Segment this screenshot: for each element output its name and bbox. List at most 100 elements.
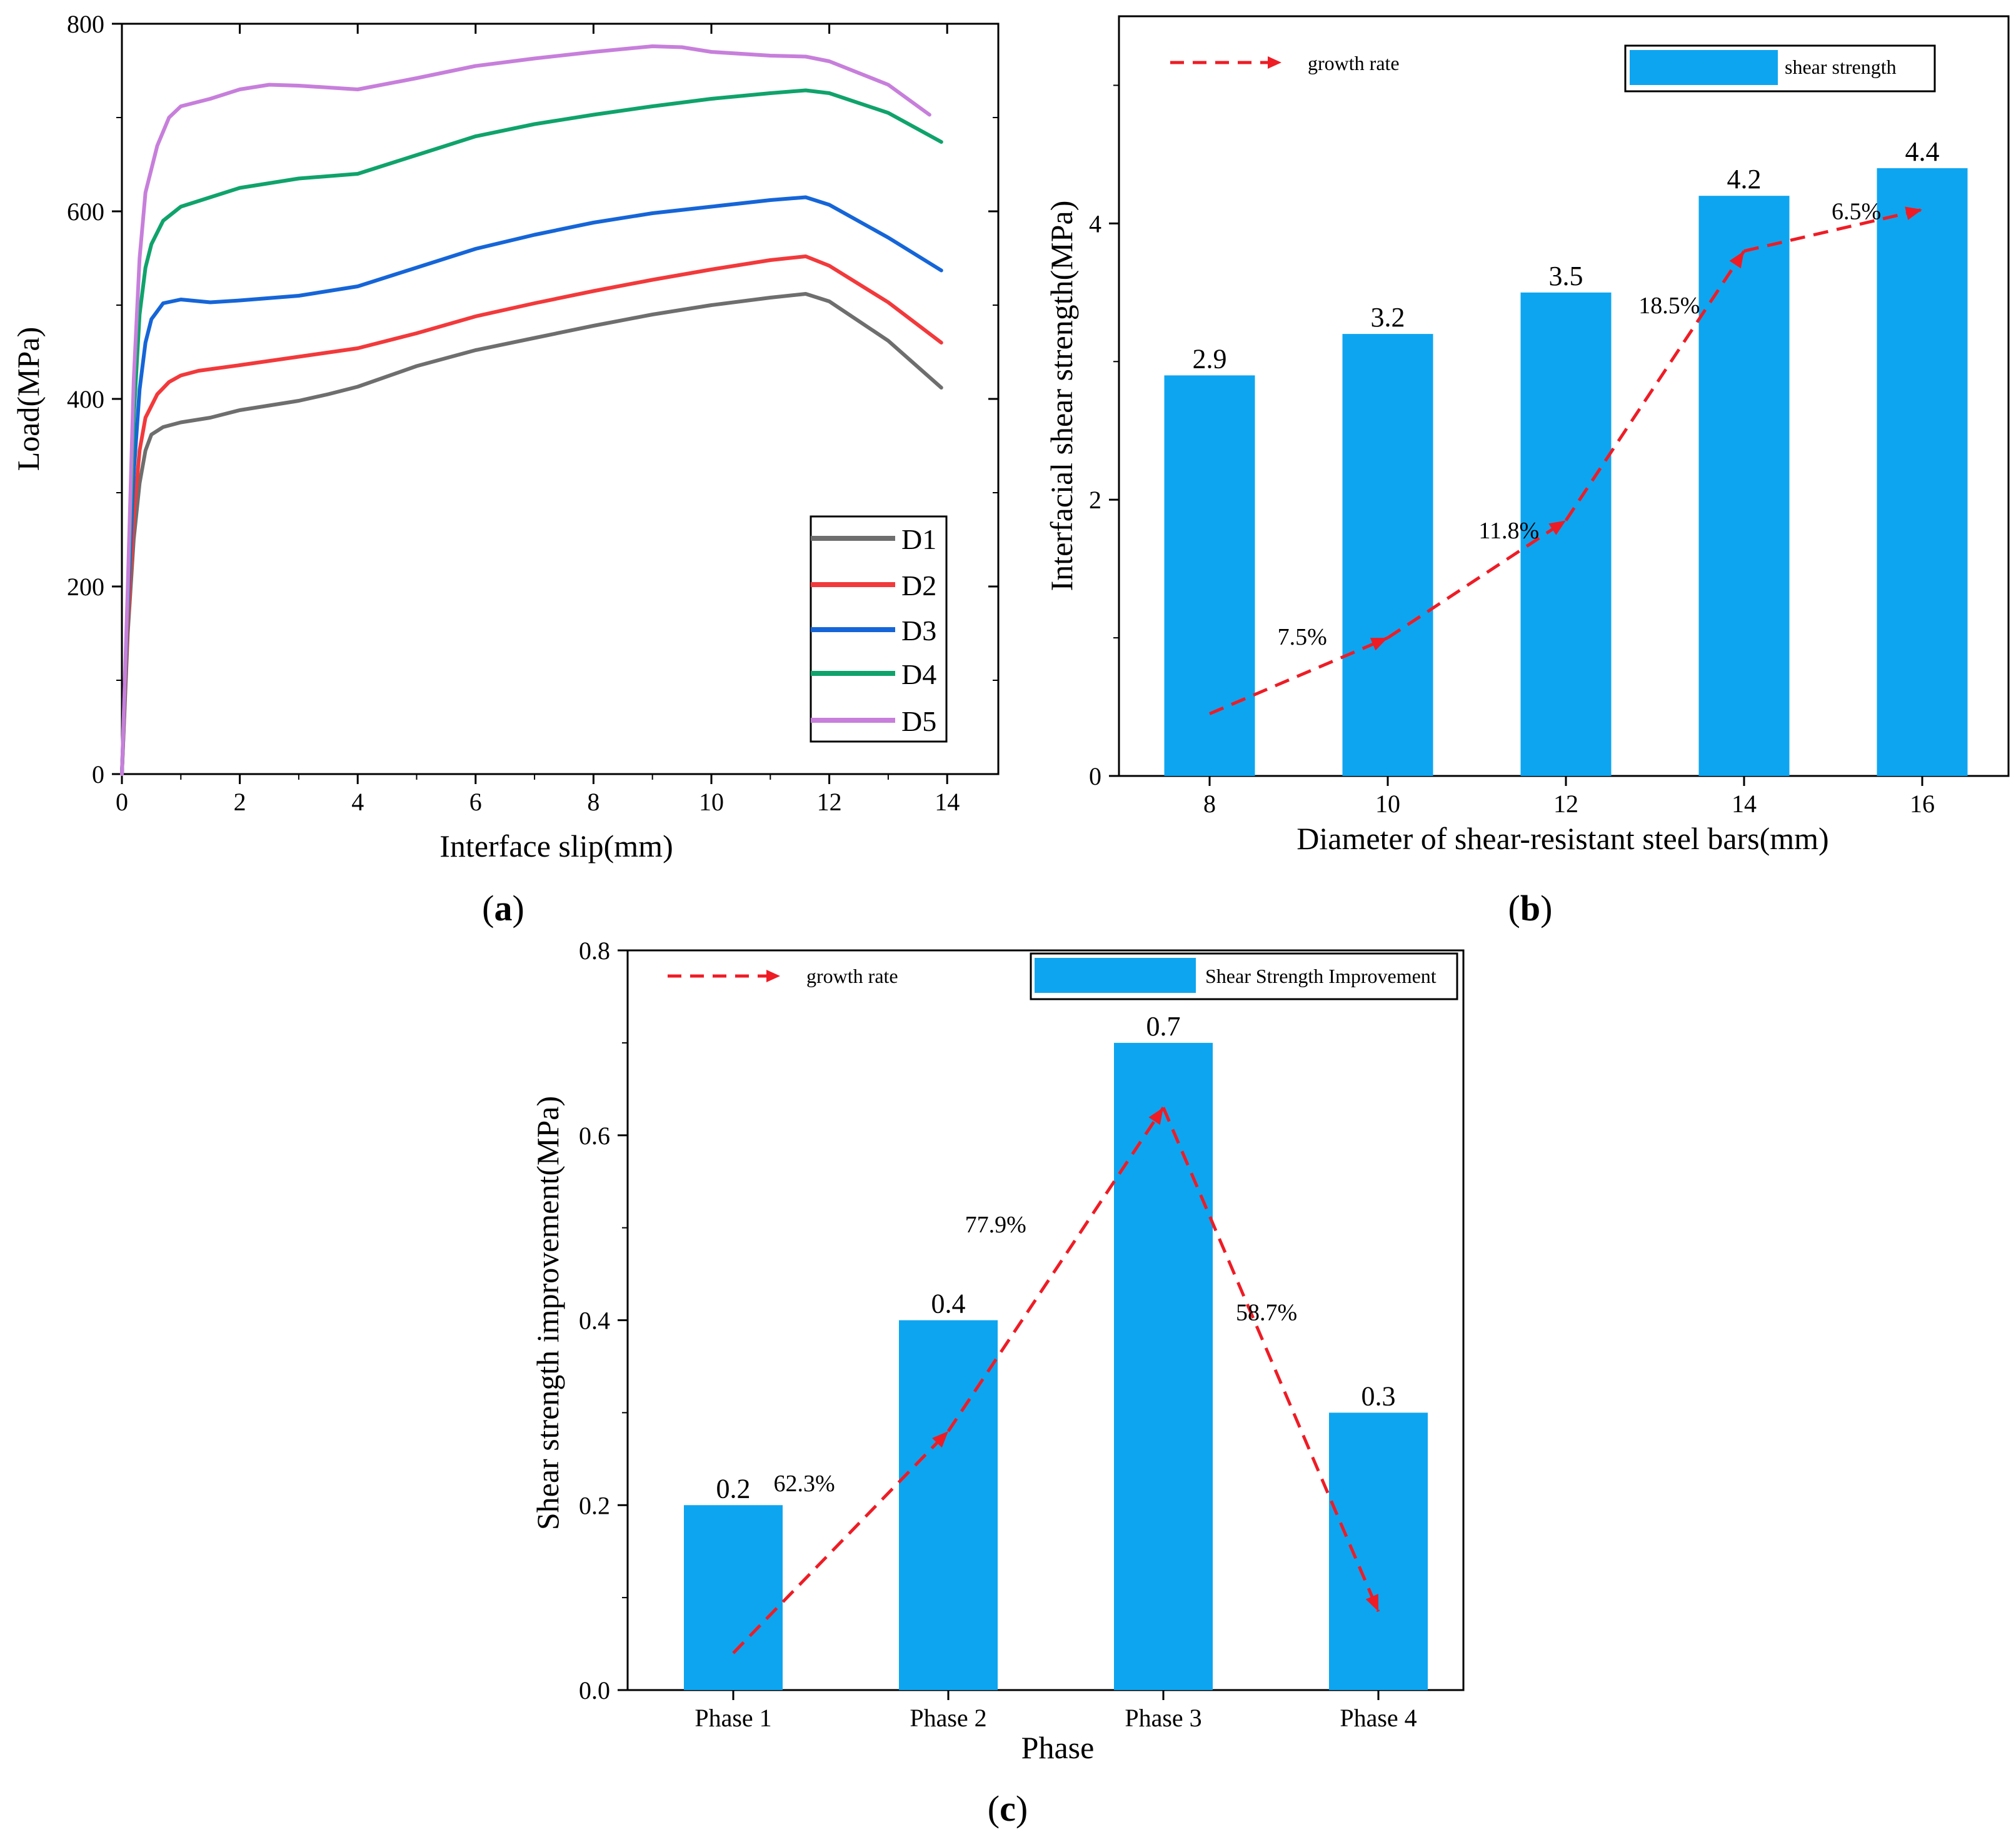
panel-c-growth-segment bbox=[1161, 1107, 1380, 1613]
panel-a-axis-ticks: 0 2 4 6 8 10 12 14 0 200 400 600 800 bbox=[67, 10, 998, 816]
panel-b-growth-line: 7.5% 11.8% 18.5% 6.5% bbox=[1209, 199, 1923, 715]
panel-c-axis-ticks: Phase 1 Phase 2 Phase 3 Phase 4 0.0 0.2 0.4 0.6… bbox=[579, 937, 1417, 1732]
panel-b-legend-bar-swatch bbox=[1630, 50, 1778, 85]
panel-b-x-axis-label: Diameter of shear-resistant steel bars(m… bbox=[1296, 821, 1828, 856]
panel-a-x-tick-label: 8 bbox=[587, 788, 599, 816]
panel-b-x-tick-label: 14 bbox=[1732, 790, 1757, 818]
series-line-d1 bbox=[120, 292, 943, 776]
panel-b-bar-value-label: 4.4 bbox=[1905, 136, 1940, 167]
panel-c-y-tick-label: 0.4 bbox=[579, 1307, 610, 1335]
panel-a-x-tick-label: 14 bbox=[935, 788, 960, 816]
panel-b-axis-ticks: 8 10 12 14 16 0 2 4 bbox=[1089, 84, 1935, 818]
panel-c-y-tick-label: 0.8 bbox=[579, 937, 610, 965]
panel-a-x-tick-label: 6 bbox=[469, 788, 482, 816]
panel-b-bar-1 bbox=[1164, 375, 1255, 776]
legend-label-d5: D5 bbox=[901, 705, 936, 737]
panel-b-x-tick-label: 16 bbox=[1910, 790, 1935, 818]
panel-c-legend-bar-swatch bbox=[1035, 958, 1196, 993]
panel-b-y-axis-label: Interfacial shear strength(MPa) bbox=[1044, 201, 1079, 591]
panel-a-legend: D1 D2 D3 D4 D5 bbox=[810, 515, 948, 743]
panel-c-bar-value-label: 0.2 bbox=[716, 1473, 751, 1504]
panel-a-x-tick-label: 10 bbox=[699, 788, 724, 816]
legend-label-d4: D4 bbox=[901, 658, 936, 690]
panel-b-y-tick-label: 4 bbox=[1089, 209, 1101, 238]
panel-b-bar-value-label: 2.9 bbox=[1193, 343, 1227, 374]
panel-b-bar-3 bbox=[1520, 292, 1612, 776]
panel-a-x-tick-label: 4 bbox=[351, 788, 364, 816]
panel-c-x-tick-label: Phase 3 bbox=[1125, 1704, 1201, 1732]
panel-b-x-tick-label: 10 bbox=[1375, 790, 1400, 818]
panel-c-bar-value-label: 0.7 bbox=[1146, 1011, 1181, 1042]
panel-c-bars: 0.2 0.4 0.7 0.3 bbox=[684, 1011, 1428, 1690]
panel-b-growth-segment bbox=[1564, 250, 1746, 521]
panel-a-caption-letter: a bbox=[494, 888, 513, 929]
panel-c-growth-arrow-icon bbox=[1365, 1594, 1378, 1612]
legend-label-d2: D2 bbox=[901, 570, 936, 601]
panel-b-growth-segment bbox=[1387, 519, 1567, 640]
panel-b-bars: 2.9 3.2 3.5 4.2 4.4 bbox=[1164, 136, 1968, 776]
panel-c-x-tick-label: Phase 1 bbox=[695, 1704, 771, 1732]
panel-b-growth-rate-label: 18.5% bbox=[1638, 293, 1700, 319]
panel-c-growth-rate-label: 62.3% bbox=[773, 1471, 835, 1497]
panel-b-growth-segment bbox=[1743, 208, 1923, 253]
panel-c-legend: growth rate Shear Strength Improvement bbox=[668, 952, 1458, 1000]
panel-c-x-tick-label: Phase 4 bbox=[1340, 1704, 1417, 1732]
panel-b-bar-value-label: 3.2 bbox=[1371, 302, 1405, 333]
panel-b-growth-rate-label: 11.8% bbox=[1478, 518, 1539, 544]
panel-a-y-tick-label: 600 bbox=[67, 198, 104, 226]
panel-b-bar-5 bbox=[1877, 168, 1968, 776]
panel-b-y-tick-label: 0 bbox=[1089, 762, 1101, 790]
panel-b-x-tick-label: 12 bbox=[1553, 790, 1578, 818]
panel-c-bar-chart: Phase 1 Phase 2 Phase 3 Phase 4 0.0 0.2 0.4 0.6… bbox=[530, 937, 1465, 1829]
panel-b-caption: (b) bbox=[1508, 888, 1553, 929]
panel-a-x-tick-label: 12 bbox=[817, 788, 842, 816]
panel-c-x-tick-label: Phase 2 bbox=[910, 1704, 986, 1732]
series-line-d4 bbox=[120, 88, 943, 776]
panel-c-caption: (c) bbox=[988, 1788, 1028, 1829]
panel-c-growth-arrow-icon bbox=[932, 1431, 948, 1448]
panel-c-growth-segment bbox=[946, 1107, 1165, 1432]
panel-b-bar-chart: 8 10 12 14 16 0 2 4 2.9 3.2 3.5 4.2 4.4 7.5% 11.8% 18… bbox=[1044, 15, 2010, 929]
panel-c-bar-value-label: 0.4 bbox=[931, 1289, 966, 1319]
panel-a-y-tick-label: 200 bbox=[67, 573, 104, 601]
series-line-d3 bbox=[120, 195, 943, 776]
panel-c-legend-arrow-icon bbox=[766, 970, 780, 982]
panel-c-growth-segment bbox=[732, 1430, 950, 1654]
panel-b-legend: growth rate shear strength bbox=[1170, 44, 1936, 93]
panel-b-growth-segment bbox=[1209, 636, 1388, 715]
panel-c-growth-line: 62.3% 77.9% 58.7% bbox=[732, 1107, 1380, 1654]
legend-label-d1: D1 bbox=[901, 523, 936, 555]
panel-b-y-tick-label: 2 bbox=[1089, 486, 1101, 514]
panel-b-bar-value-label: 3.5 bbox=[1549, 261, 1583, 291]
panel-a-y-axis-label: Load(MPa) bbox=[11, 327, 46, 471]
panel-b-bar-4 bbox=[1698, 196, 1790, 776]
panel-c-bar-3 bbox=[1114, 1042, 1213, 1690]
panel-c-y-tick-label: 0.0 bbox=[579, 1676, 610, 1704]
panel-c-growth-rate-label: 77.9% bbox=[965, 1212, 1026, 1238]
panel-c-legend-line-label: growth rate bbox=[806, 965, 898, 987]
series-line-d2 bbox=[120, 254, 943, 776]
panel-a-y-tick-label: 800 bbox=[67, 10, 104, 38]
panel-b-growth-arrow-icon bbox=[1370, 638, 1388, 651]
panel-c-growth-rate-label: 58.7% bbox=[1236, 1300, 1297, 1326]
panel-a-series-lines bbox=[120, 44, 943, 776]
panel-b-caption-letter: b bbox=[1520, 888, 1540, 929]
panel-b-growth-rate-label: 6.5% bbox=[1832, 199, 1881, 225]
legend-label-d3: D3 bbox=[901, 615, 936, 647]
series-line-d5 bbox=[120, 44, 931, 776]
panel-b-growth-arrow-icon bbox=[1548, 520, 1566, 535]
panel-a-caption: (a) bbox=[482, 888, 524, 929]
panel-b-legend-bar-label: shear strength bbox=[1785, 56, 1897, 78]
panel-a-x-tick-label: 0 bbox=[116, 788, 128, 816]
panel-c-bar-2 bbox=[899, 1320, 998, 1690]
panel-c-y-tick-label: 0.2 bbox=[579, 1491, 610, 1519]
panel-a-x-tick-label: 2 bbox=[234, 788, 246, 816]
panel-b-growth-arrow-icon bbox=[1905, 206, 1922, 220]
panel-c-growth-arrow-icon bbox=[1148, 1107, 1163, 1125]
panel-c-bar-4 bbox=[1329, 1412, 1428, 1690]
panel-b-legend-arrow-icon bbox=[1268, 56, 1281, 69]
panel-b-x-tick-label: 8 bbox=[1203, 790, 1216, 818]
panel-b-bar-value-label: 4.2 bbox=[1727, 164, 1762, 194]
panel-c-bar-value-label: 0.3 bbox=[1362, 1381, 1396, 1411]
